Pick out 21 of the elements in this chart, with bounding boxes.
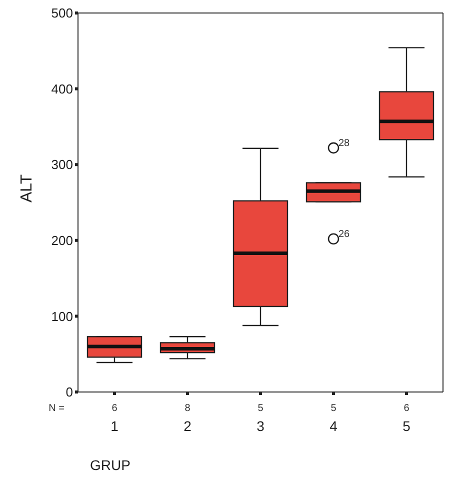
y-tick-label: 100 (51, 308, 73, 324)
text: N = (48, 403, 65, 414)
x-tick-label: 5 (402, 418, 411, 434)
x-axis-title: GRUP (90, 457, 130, 473)
y-tick-label: 500 (51, 6, 73, 21)
y-tick-label: 400 (51, 81, 73, 96)
text: 5 (330, 403, 337, 414)
annotation: 28 (338, 138, 350, 149)
x-tick-label: 4 (330, 418, 338, 434)
text: 5 (258, 403, 264, 414)
x-tick-label: 1 (110, 418, 119, 434)
annotation: 26 (338, 228, 350, 240)
text: 6 (112, 403, 118, 414)
y-tick-label: 200 (51, 233, 73, 248)
y-tick-label: 300 (51, 157, 73, 172)
y-tick-label: 0 (66, 384, 73, 400)
text: 8 (184, 403, 191, 414)
x-tick-label: 3 (256, 418, 265, 434)
text: 6 (404, 403, 410, 414)
y-axis-title: ALT (18, 174, 36, 202)
x-tick-label: 2 (184, 418, 192, 434)
